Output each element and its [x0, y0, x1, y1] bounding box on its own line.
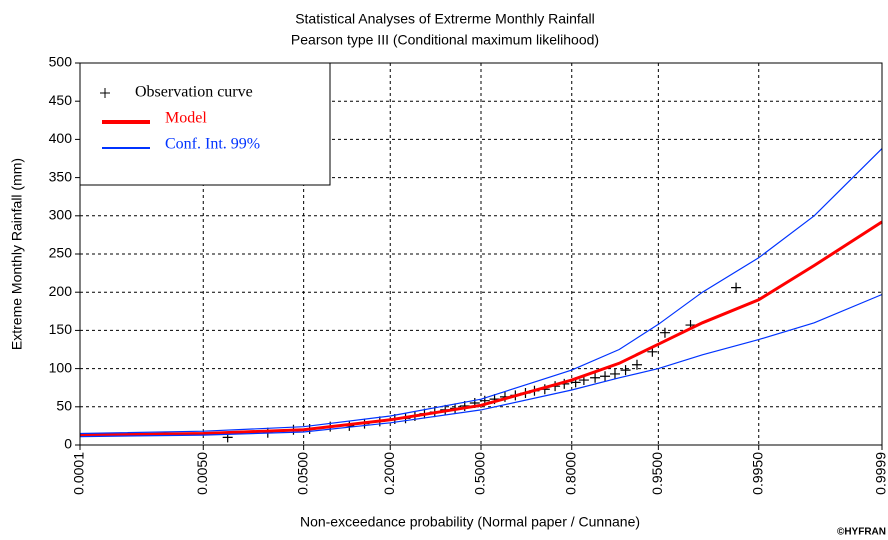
x-tick-label: 0.5000 [472, 452, 488, 495]
observation-point [600, 371, 611, 382]
observation-point [731, 282, 742, 293]
x-tick-label: 0.9950 [749, 452, 765, 495]
x-tick-label: 0.2000 [381, 452, 397, 495]
plot-frame [79, 62, 883, 446]
chart-subtitle: Pearson type III (Conditional maximum li… [291, 32, 599, 48]
y-tick-label: 400 [49, 130, 73, 146]
x-axis-label: Non-exceedance probability (Normal paper… [300, 514, 640, 530]
x-tick-label: 0.0500 [294, 452, 310, 495]
legend-marker [100, 88, 110, 98]
y-tick-label: 0 [64, 436, 72, 452]
y-tick-label: 100 [49, 359, 73, 375]
observation-point [620, 365, 631, 376]
y-tick-label: 450 [49, 92, 73, 108]
y-tick-label: 350 [49, 168, 73, 184]
x-tick-label: 0.8000 [562, 452, 578, 495]
y-tick-label: 200 [49, 283, 73, 299]
observation-point [631, 359, 642, 370]
chart-title: Statistical Analyses of Extrerme Monthly… [295, 11, 595, 27]
y-tick-label: 500 [49, 54, 73, 70]
observation-point [609, 368, 620, 379]
observation-point [659, 327, 670, 338]
line [79, 220, 883, 437]
x-tick-label: 0.9999 [873, 452, 888, 495]
legend-label: Conf. Int. 99% [165, 136, 260, 153]
legend-label: Model [165, 110, 207, 127]
observation-point [590, 372, 601, 383]
line [79, 148, 883, 435]
line [79, 293, 883, 438]
x-tick-label: 0.9500 [649, 452, 665, 495]
x-tick-label: 0.0050 [194, 452, 210, 495]
y-axis-label: Extreme Monthly Rainfall (mm) [9, 158, 25, 350]
x-tick-label: 0.0001 [71, 452, 87, 495]
y-tick-label: 150 [49, 321, 73, 337]
credit: ©HYFRAN [837, 527, 886, 538]
y-tick-label: 50 [56, 398, 72, 414]
legend-label: Observation curve [135, 84, 253, 101]
y-tick-label: 300 [49, 207, 73, 223]
y-tick-label: 250 [49, 245, 73, 261]
